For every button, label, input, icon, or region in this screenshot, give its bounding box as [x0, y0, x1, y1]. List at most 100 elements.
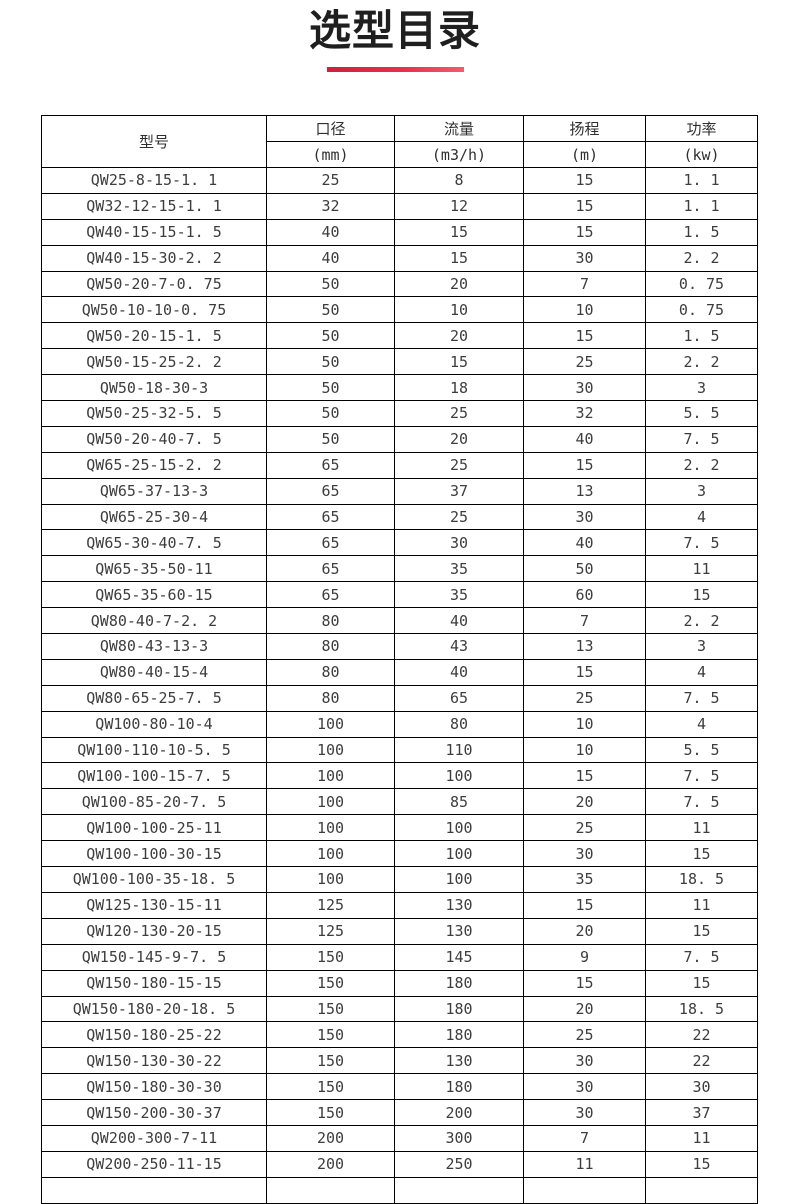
table-cell: 80 — [266, 658, 395, 686]
table-cell: 11 — [645, 814, 758, 842]
table-cell: 65 — [266, 555, 395, 583]
table-cell: 200 — [394, 1099, 524, 1126]
table-cell: 100 — [266, 736, 395, 764]
table-row: QW50-20-15-1. 5 50 20 15 1. 5 — [41, 322, 758, 350]
col-header-model: 型号 — [41, 115, 267, 168]
table-row: QW50-15-25-2. 2 50 15 25 2. 2 — [41, 348, 758, 376]
table-cell: 250 — [394, 1150, 524, 1178]
table-cell — [645, 1176, 758, 1204]
table-cell: QW150-180-30-30 — [41, 1073, 267, 1101]
table-cell: 100 — [394, 866, 524, 893]
table-cell: 150 — [266, 1021, 395, 1049]
table-cell: 0. 75 — [645, 270, 758, 298]
table-cell: 180 — [394, 1021, 524, 1049]
table-cell: 20 — [523, 917, 646, 945]
table-cell: QW80-65-25-7. 5 — [41, 684, 267, 712]
table-cell: QW100-100-30-15 — [41, 840, 267, 868]
table-cell: QW200-300-7-11 — [41, 1124, 267, 1152]
table-cell: QW150-130-30-22 — [41, 1047, 267, 1075]
table-cell: 100 — [266, 840, 395, 868]
table-cell: 22 — [645, 1021, 758, 1049]
table-cell: 15 — [523, 969, 646, 997]
table-cell: 1. 5 — [645, 218, 758, 246]
table-row: QW100-100-15-7. 5 100 100 15 7. 5 — [41, 762, 758, 790]
table-cell: 3 — [645, 633, 758, 660]
table-cell: 0. 75 — [645, 296, 758, 324]
table-cell: 50 — [266, 400, 395, 427]
table-cell: 10 — [523, 736, 646, 764]
table-cell: 37 — [394, 477, 524, 505]
table-cell: 150 — [266, 943, 395, 971]
col-unit-diameter: (mm) — [266, 141, 395, 168]
table-row: QW200-300-7-11 200 300 7 11 — [41, 1124, 758, 1152]
table-cell: 15 — [523, 451, 646, 479]
table-row: QW150-180-15-15 150 180 15 15 — [41, 969, 758, 997]
col-header-head: 扬程 — [523, 115, 646, 142]
table-cell: 35 — [523, 866, 646, 893]
table-cell: 11 — [645, 555, 758, 583]
table-cell: 1. 1 — [645, 192, 758, 220]
table-cell: 130 — [394, 1047, 524, 1075]
table-cell: 40 — [266, 218, 395, 246]
table-cell: 40 — [394, 607, 524, 635]
table-cell: 15 — [523, 658, 646, 686]
table-row: QW150-180-20-18. 5 150 180 20 18. 5 — [41, 995, 758, 1023]
table-row: QW65-25-30-4 65 25 30 4 — [41, 503, 758, 531]
table-cell: 100 — [394, 814, 524, 842]
table-cell: 200 — [266, 1124, 395, 1152]
col-header-flow: 流量 — [394, 115, 524, 142]
table-row: QW150-145-9-7. 5 150 145 9 7. 5 — [41, 943, 758, 971]
table-cell: QW40-15-15-1. 5 — [41, 218, 267, 246]
table-cell: 1. 1 — [645, 167, 758, 194]
table-cell: 11 — [645, 1124, 758, 1152]
table-cell: QW150-145-9-7. 5 — [41, 943, 267, 971]
table-cell: 15 — [645, 1150, 758, 1178]
table-cell: 145 — [394, 943, 524, 971]
table-cell: 100 — [266, 866, 395, 893]
table-cell: 32 — [266, 192, 395, 220]
table-row: QW80-40-15-4 80 40 15 4 — [41, 658, 758, 686]
table-cell: 65 — [266, 477, 395, 505]
table-cell: 65 — [266, 451, 395, 479]
table-cell: QW40-15-30-2. 2 — [41, 244, 267, 272]
table-cell: 150 — [266, 1099, 395, 1126]
table-cell: 7 — [523, 607, 646, 635]
table-cell: QW50-25-32-5. 5 — [41, 400, 267, 427]
table-cell: 43 — [394, 633, 524, 660]
table-cell: 25 — [523, 684, 646, 712]
table-cell: 25 — [523, 1021, 646, 1049]
table-cell: 11 — [523, 1150, 646, 1178]
table-cell: QW100-110-10-5. 5 — [41, 736, 267, 764]
table-cell: 7 — [523, 1124, 646, 1152]
table-row: QW100-80-10-4 100 80 10 4 — [41, 710, 758, 738]
table-cell: 50 — [266, 374, 395, 402]
table-cell: 15 — [523, 167, 646, 194]
table-cell: 30 — [394, 529, 524, 557]
table-cell: 30 — [523, 374, 646, 402]
table-cell: 13 — [523, 477, 646, 505]
table-cell: 15 — [645, 917, 758, 945]
table-row: QW80-43-13-3 80 43 13 3 — [41, 633, 758, 660]
table-cell: 130 — [394, 917, 524, 945]
table-cell: 5. 5 — [645, 736, 758, 764]
table-cell: 20 — [394, 270, 524, 298]
table-row: QW100-100-30-15 100 100 30 15 — [41, 840, 758, 868]
table-cell: QW100-100-35-18. 5 — [41, 866, 267, 893]
table-cell: 37 — [645, 1099, 758, 1126]
table-cell: 10 — [523, 710, 646, 738]
table-cell: 180 — [394, 995, 524, 1023]
table-cell: 20 — [523, 995, 646, 1023]
table-cell: 12 — [394, 192, 524, 220]
table-cell: 30 — [523, 1073, 646, 1101]
table-cell: 65 — [266, 503, 395, 531]
table-row: QW100-100-35-18. 5 100 100 35 18. 5 — [41, 866, 758, 893]
table-cell: 15 — [523, 218, 646, 246]
table-cell: 100 — [394, 762, 524, 790]
table-cell: 15 — [523, 762, 646, 790]
table-cell: 35 — [394, 555, 524, 583]
table-cell: 20 — [394, 425, 524, 453]
table-cell: 18. 5 — [645, 866, 758, 893]
table-cell: 35 — [394, 581, 524, 609]
table-row: QW50-20-7-0. 75 50 20 7 0. 75 — [41, 270, 758, 298]
table-cell — [266, 1176, 395, 1204]
